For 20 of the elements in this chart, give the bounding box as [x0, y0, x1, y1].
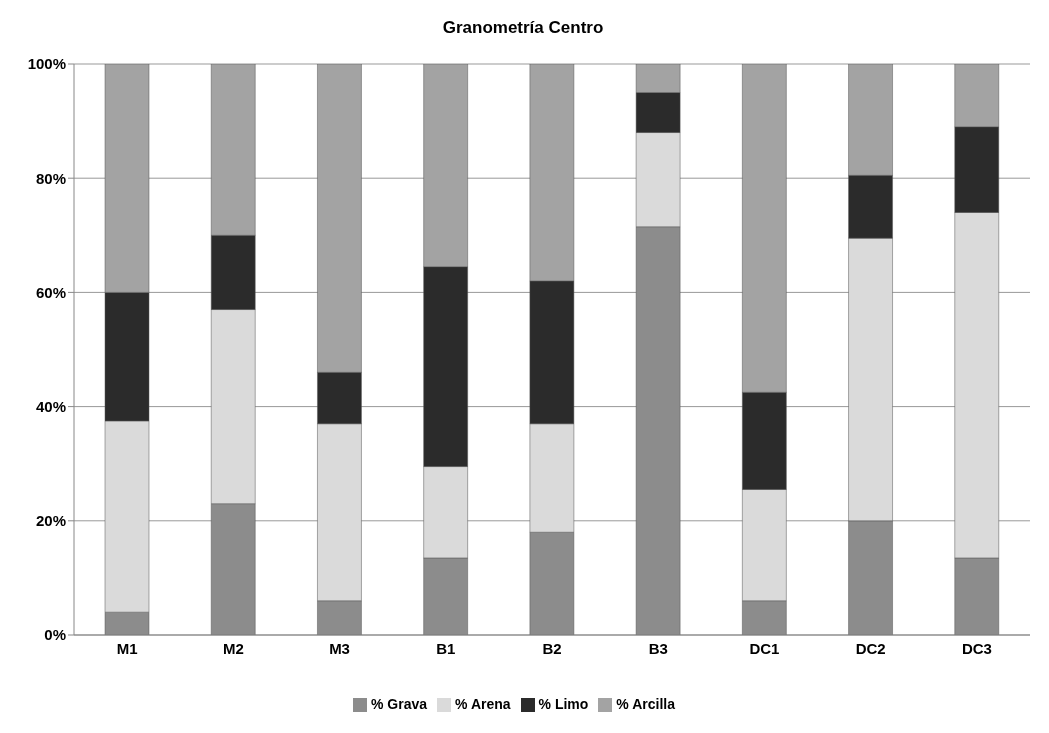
x-tick-label: DC1 — [749, 639, 780, 657]
y-tick-label: 80% — [35, 169, 66, 187]
x-tick-label: M1 — [116, 639, 138, 657]
legend-label: % Arcilla — [616, 696, 675, 712]
x-tick-label: B3 — [648, 639, 668, 657]
x-tick-label: DC2 — [855, 639, 886, 657]
y-tick-label: 40% — [35, 397, 66, 415]
chart-title: Granometría Centro — [441, 17, 605, 39]
x-tick-label: B2 — [542, 639, 562, 657]
legend-label: % Limo — [538, 696, 589, 712]
legend-label: % Arena — [455, 696, 511, 712]
x-tick-label: DC3 — [961, 639, 992, 657]
x-tick-label: M3 — [329, 639, 350, 657]
legend-label: % Grava — [371, 696, 428, 712]
y-tick-label: 20% — [35, 512, 66, 530]
x-tick-label: B1 — [436, 639, 456, 657]
y-tick-label: 0% — [44, 626, 66, 644]
x-tick-label: M2 — [222, 639, 244, 657]
y-tick-label: 100% — [27, 55, 66, 73]
y-tick-label: 60% — [35, 283, 66, 301]
